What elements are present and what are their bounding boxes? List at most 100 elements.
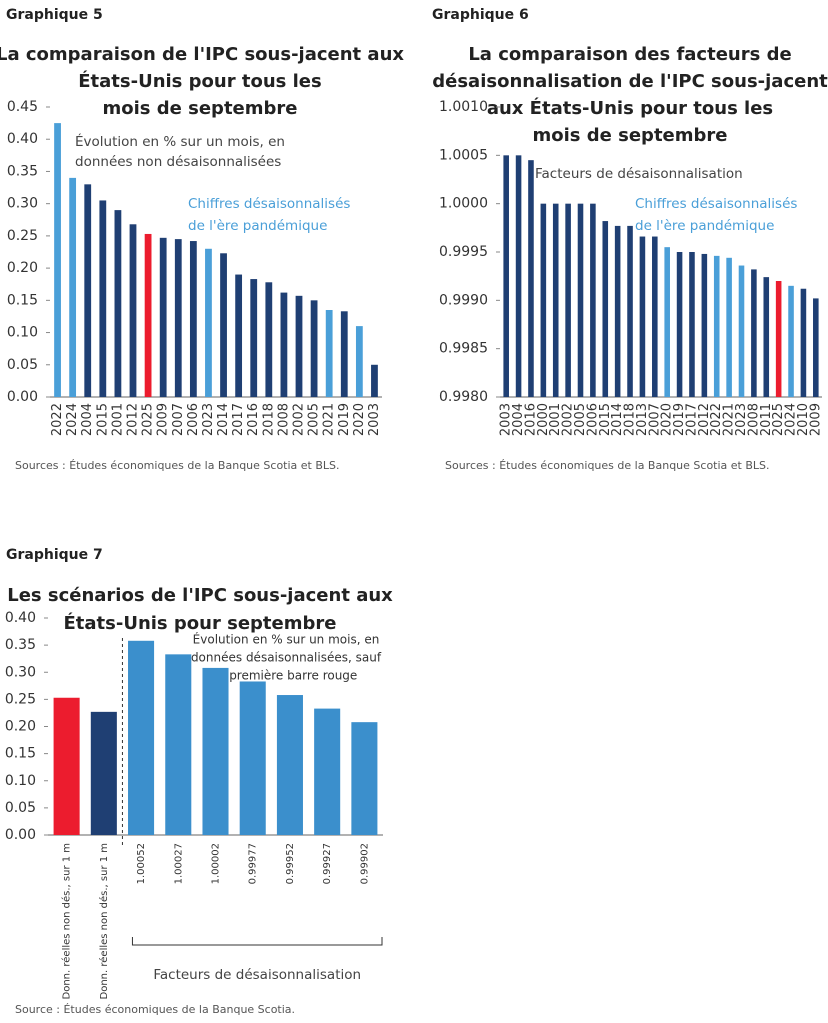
x-tick-label: 2024 — [65, 403, 80, 436]
y-tick-label: 0.10 — [5, 773, 36, 789]
bar — [713, 255, 720, 397]
annotation: de l'ère pandémique — [635, 218, 774, 234]
annotation: Évolution en % sur un mois, en — [193, 632, 380, 647]
bar — [726, 257, 732, 397]
bar — [276, 695, 303, 835]
chart-title: mois de septembre — [533, 125, 728, 146]
y-tick-label: 0.15 — [5, 746, 36, 762]
source: Sources : Études économiques de la Banqu… — [15, 459, 340, 472]
x-tick-label: Donn. réelles non dés., sur 1 m — [98, 843, 110, 999]
bar — [84, 184, 92, 397]
x-tick-label: 2000 — [536, 403, 551, 436]
y-tick-label: 0.25 — [5, 691, 36, 707]
x-tick-label: 2015 — [95, 403, 110, 436]
x-tick-label: 2017 — [231, 403, 246, 436]
bar — [540, 203, 547, 397]
y-tick-label: 0.00 — [5, 827, 36, 843]
bar — [53, 697, 80, 835]
annotation: de l'ère pandémique — [188, 218, 327, 234]
bar — [565, 203, 571, 397]
bar — [577, 203, 584, 397]
chart-title: La comparaison de l'IPC sous-jacent aux — [0, 44, 404, 65]
x-tick-label: 2019 — [672, 403, 687, 436]
y-tick-label: 0.9990 — [439, 292, 488, 308]
y-tick-label: 0.35 — [7, 163, 38, 179]
x-tick-label: 2009 — [156, 403, 171, 436]
x-tick-label: 2006 — [585, 403, 600, 436]
chart-title: aux États-Unis pour tous les — [487, 97, 773, 119]
bar — [128, 640, 155, 835]
x-tick-label: 2002 — [292, 403, 307, 436]
x-tick-label: 0.99977 — [248, 843, 259, 884]
y-tick-label: 0.25 — [7, 228, 38, 244]
x-tick-label: 2004 — [80, 403, 95, 436]
y-tick-label: 0.9980 — [439, 389, 488, 405]
annotation: données désaisonnalisées, sauf — [191, 651, 382, 665]
bar — [676, 252, 683, 397]
x-tick-label: Donn. réelles non dés., sur 1 m — [61, 843, 73, 999]
y-tick-label: 0.20 — [5, 719, 36, 735]
bar — [205, 248, 212, 397]
x-tick-label: 2001 — [110, 403, 125, 436]
bar — [763, 277, 770, 397]
bar — [129, 224, 137, 397]
chart-title: États-Unis pour tous les — [78, 70, 321, 92]
x-tick-label: 2019 — [337, 403, 352, 436]
x-tick-label: 2009 — [808, 403, 823, 436]
annotation: Évolution en % sur un mois, en — [75, 133, 285, 150]
x-tick-label: 0.99952 — [285, 843, 296, 884]
bar — [239, 681, 266, 835]
bracket — [131, 937, 383, 946]
x-tick-label: 1.00002 — [211, 843, 222, 884]
chart-title: La comparaison des facteurs de — [468, 44, 791, 65]
x-tick-label: 2003 — [499, 403, 514, 436]
x-tick-label: 2016 — [246, 403, 261, 436]
y-tick-label: 0.15 — [7, 292, 38, 308]
x-tick-label: 2025 — [141, 403, 156, 436]
bar — [639, 236, 646, 397]
x-tick-label: 2023 — [201, 403, 216, 436]
y-tick-label: 0.05 — [5, 800, 36, 816]
x-tick-label: 2018 — [261, 403, 276, 436]
x-tick-label: 2016 — [523, 403, 538, 436]
bar — [69, 177, 77, 397]
y-tick-label: 1.0005 — [439, 147, 488, 163]
y-tick-label: 0.00 — [7, 389, 38, 405]
chart-title: mois de septembre — [103, 98, 298, 119]
bar — [738, 265, 745, 397]
x-tick-label: 2002 — [561, 403, 576, 436]
bar — [552, 203, 559, 397]
x-tick-label: 2005 — [307, 403, 322, 436]
x-tick-label: 2011 — [759, 403, 774, 436]
chart-label: Graphique 6 — [432, 7, 529, 23]
x-tick-label: 2013 — [635, 403, 650, 436]
x-tick-label: 2010 — [796, 403, 811, 436]
y-tick-label: 0.35 — [5, 637, 36, 653]
bar — [664, 247, 670, 397]
bar — [174, 239, 182, 397]
bar — [189, 241, 197, 397]
y-tick-label: 0.9985 — [439, 341, 488, 357]
bar — [701, 253, 708, 397]
bar — [340, 311, 348, 397]
chart-title: désaisonnalisation de l'IPC sous-jacent — [432, 71, 828, 92]
bar — [515, 155, 522, 397]
x-tick-label: 2014 — [216, 403, 231, 436]
bar — [280, 292, 288, 397]
bar — [602, 221, 609, 397]
bar — [220, 253, 227, 397]
bar — [590, 203, 596, 397]
bar — [788, 285, 794, 397]
bar — [751, 269, 757, 397]
x-tick-label: 2022 — [50, 403, 65, 436]
bar — [265, 282, 273, 397]
bar — [54, 123, 61, 397]
annotation: Chiffres désaisonnalisés — [635, 196, 797, 212]
bar — [295, 295, 303, 397]
bracket-label: Facteurs de désaisonnalisation — [153, 967, 361, 983]
x-tick-label: 2014 — [610, 403, 625, 436]
x-tick-label: 2020 — [352, 403, 367, 436]
x-tick-label: 2012 — [126, 403, 141, 436]
bar — [775, 281, 782, 397]
x-tick-label: 2003 — [367, 403, 382, 436]
